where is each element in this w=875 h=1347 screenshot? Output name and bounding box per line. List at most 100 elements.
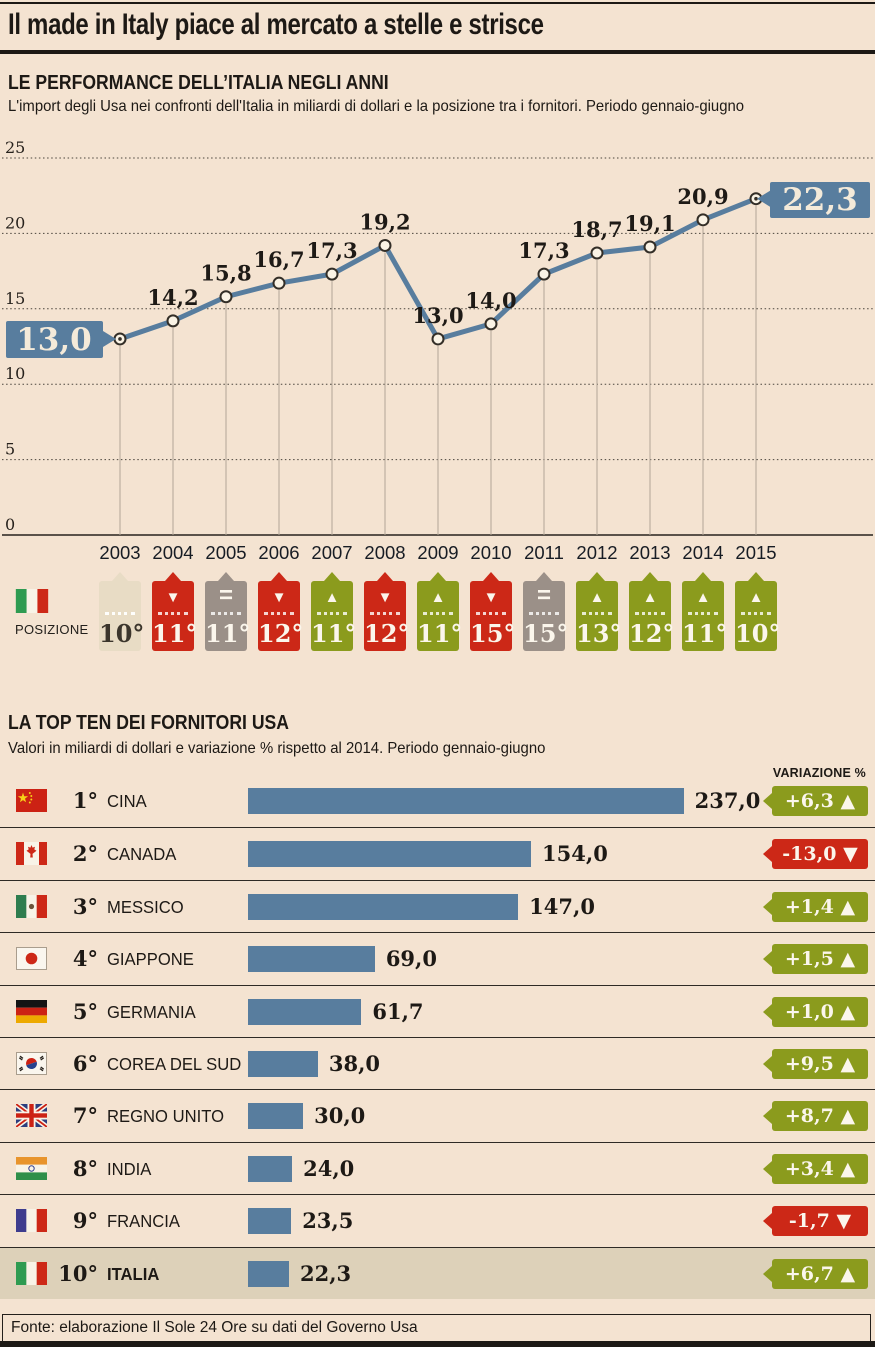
rank-value: 11° [311, 619, 357, 648]
badge-pointer [748, 572, 764, 581]
rank-value: 13° [576, 619, 622, 648]
data-point-2014 [696, 213, 710, 227]
year-label: 2015 [735, 542, 776, 563]
italy-flag-icon [15, 589, 49, 613]
rank-value: 12° [258, 619, 304, 648]
value-label: 69,0 [385, 946, 437, 972]
value-bar [248, 1155, 293, 1182]
value-bar [248, 1260, 289, 1287]
badge-body: = 11° [205, 581, 250, 651]
point-value-label: 18,7 [571, 217, 622, 242]
rank-label: 2° [72, 841, 98, 867]
topten-row-india: 8° INDIA 24,0 +3,4 ▲ [0, 1141, 875, 1194]
rank-label: 6° [72, 1050, 98, 1076]
topten-row-japan: 4° GIAPPONE 69,0 +1,5 ▲ [0, 932, 875, 984]
performance-heading: LE PERFORMANCE DELL’ITALIA NEGLI ANNI [8, 72, 389, 94]
value-label: 237,0 [694, 788, 761, 813]
data-point-2013 [643, 240, 657, 254]
rank-label: 8° [72, 1155, 98, 1181]
year-label: 2011 [524, 542, 564, 563]
topten-subtitle: Valori in miliardi di dollari e variazio… [8, 740, 546, 757]
rank-value: 10° [735, 619, 781, 648]
variation-badge: +1,0 ▲ [763, 996, 868, 1027]
start-value-box [6, 321, 103, 358]
up-trend-icon: ▲ [582, 581, 612, 615]
point-value-label: 19,1 [624, 211, 675, 236]
badge-pointer [695, 572, 711, 581]
position-badge-2005: = 11° [205, 572, 250, 651]
badge-pointer [483, 572, 499, 581]
badge-pointer [589, 572, 605, 581]
start-value-box-arrow [103, 331, 116, 347]
year-label: 2004 [152, 542, 193, 563]
position-badge-2010: ▼ 15° [470, 572, 516, 651]
page-title: Il made in Italy piace al mercato a stel… [8, 8, 544, 41]
rank-value: 11° [152, 619, 198, 648]
rank-value: 10° [99, 619, 145, 648]
variation-column-header: VARIAZIONE % [772, 766, 866, 780]
value-bar [248, 841, 532, 868]
topten-row-china: 1° CINA 237,0 +6,3 ▲ [0, 775, 875, 827]
topten-row-italy: 10° ITALIA 22,3 +6,7 ▲ [0, 1246, 875, 1299]
bottom-rule [0, 1341, 875, 1347]
south-korea-flag-icon [16, 1051, 47, 1075]
topten-row-canada: 2° CANADA 154,0 -13,0 ▼ [0, 827, 875, 879]
badge-pointer [642, 572, 658, 581]
down-trend-icon: ▼ [158, 581, 188, 615]
end-value-label: 22,3 [782, 182, 858, 218]
source-box: Fonte: elaborazione Il Sole 24 Ore su da… [2, 1314, 871, 1341]
value-bar [248, 788, 684, 814]
data-point-2009 [431, 332, 445, 346]
variation-badge: -13,0 ▼ [763, 839, 868, 870]
y-tick-label: 5 [5, 440, 15, 459]
china-flag-icon [16, 789, 47, 812]
y-tick-label: 0 [5, 515, 15, 534]
value-label: 23,5 [302, 1208, 354, 1234]
performance-subtitle: L'import degli Usa nei confronti dell'It… [8, 98, 745, 115]
year-label: 2014 [682, 542, 723, 563]
rank-label: 7° [72, 1103, 98, 1129]
rank-value: 15° [470, 619, 516, 648]
badge-body: = 15° [523, 581, 569, 651]
value-label: 24,0 [303, 1155, 355, 1181]
position-badge-2006: ▼ 12° [258, 572, 304, 651]
badge-body: ▲ 12° [629, 581, 674, 651]
point-value-label: 20,9 [677, 184, 728, 209]
country-label: GIAPPONE [107, 949, 194, 970]
badge-pointer [165, 572, 181, 581]
data-point-2011 [537, 267, 551, 281]
rank-value: 11° [417, 619, 463, 648]
position-badge-2007: ▲ 11° [311, 572, 357, 651]
country-label: REGNO UNITO [107, 1106, 225, 1127]
badge-body: ▼ 12° [364, 581, 409, 651]
badge-body: ▼ 11° [152, 581, 198, 651]
data-point-2006 [272, 276, 286, 290]
value-bar [248, 893, 519, 920]
position-legend: POSIZIONE [15, 589, 105, 637]
value-bar [248, 998, 362, 1025]
badge-pointer [112, 572, 128, 581]
india-flag-icon [16, 1156, 47, 1180]
y-tick-label: 25 [5, 138, 25, 157]
data-point-2004 [166, 314, 180, 328]
value-label: 30,0 [314, 1103, 366, 1129]
rank-value: 15° [523, 619, 569, 648]
year-label: 2013 [629, 542, 670, 563]
badge-body: ▼ 15° [470, 581, 516, 651]
badge-pointer [271, 572, 287, 581]
variation-badge: +6,7 ▲ [763, 1258, 868, 1289]
topten-row-south-korea: 6° COREA DEL SUD 38,0 +9,5 ▲ [0, 1036, 875, 1089]
canada-flag-icon [16, 842, 47, 866]
year-label: 2003 [99, 542, 140, 563]
country-label: CANADA [107, 844, 177, 865]
badge-pointer [430, 572, 446, 581]
value-bar [248, 1103, 304, 1130]
title-rule [0, 50, 875, 54]
up-trend-icon: ▲ [317, 581, 347, 615]
country-label: GERMANIA [107, 1001, 196, 1022]
rank-label: 5° [72, 998, 98, 1024]
badge-pointer [536, 572, 552, 581]
value-label: 61,7 [372, 998, 424, 1024]
equal-trend-icon: = [211, 581, 241, 615]
country-label: CINA [107, 791, 147, 811]
